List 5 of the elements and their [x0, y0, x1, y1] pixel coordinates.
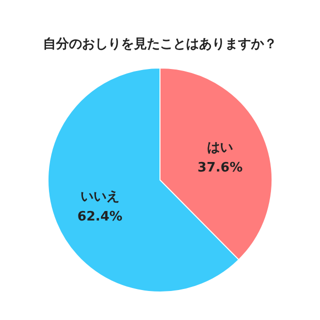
- data-label: 37.6%: [198, 160, 243, 176]
- slice-label: いいえ: [80, 190, 120, 205]
- slice-label: はい: [207, 140, 234, 156]
- chart-title: 自分のおしりを見たことはありますか？: [43, 37, 277, 52]
- data-label: 62.4%: [77, 210, 122, 225]
